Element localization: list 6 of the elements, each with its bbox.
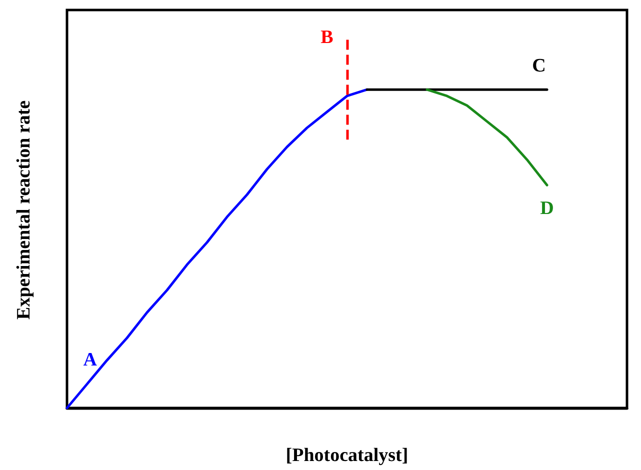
series-label: A	[83, 350, 98, 371]
y-axis-title: Experimental reaction rate	[14, 100, 34, 320]
text: B	[320, 26, 334, 48]
x-axis-title: [Photocatalyst]	[286, 445, 408, 466]
series-label: D	[540, 198, 554, 220]
series-label: C	[532, 56, 546, 77]
